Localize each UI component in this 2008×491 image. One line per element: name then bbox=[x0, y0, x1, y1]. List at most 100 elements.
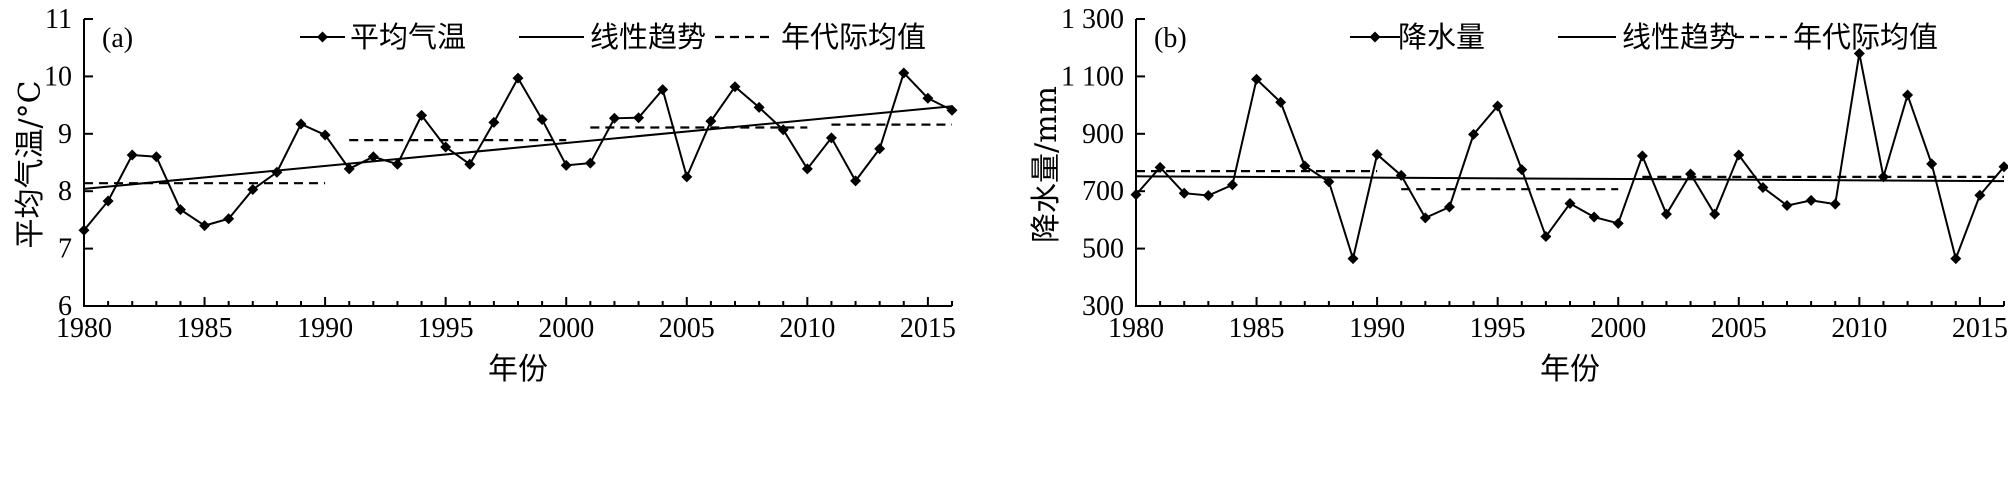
y-axis-title: 平均气温/°C bbox=[13, 80, 48, 248]
data-point bbox=[1685, 168, 1697, 180]
trend-line bbox=[1135, 175, 2005, 183]
data-point bbox=[753, 101, 765, 113]
data-point bbox=[1733, 149, 1745, 161]
data-point bbox=[271, 166, 283, 178]
series-line bbox=[83, 71, 953, 231]
data-point bbox=[199, 220, 211, 232]
data-point bbox=[1636, 150, 1648, 162]
data-point bbox=[1902, 89, 1914, 101]
data-point bbox=[440, 141, 452, 153]
legend-label: 降水量 bbox=[1398, 20, 1485, 54]
series-line bbox=[1135, 53, 2005, 263]
legend: 降水量 线性趋势 年代际均值 bbox=[1350, 20, 1938, 54]
data-point bbox=[1926, 158, 1938, 170]
data-point bbox=[1757, 181, 1769, 193]
data-point bbox=[464, 158, 476, 170]
data-point bbox=[223, 213, 235, 225]
data-point bbox=[705, 115, 717, 127]
axes bbox=[83, 19, 952, 307]
axes bbox=[1135, 19, 2004, 307]
x-tick-label: 1995 bbox=[418, 313, 474, 344]
data-point bbox=[319, 129, 331, 141]
data-point bbox=[633, 112, 645, 124]
y-tick-label: 300 bbox=[1082, 291, 1124, 322]
y-axis-title: 降水量/mm bbox=[1029, 86, 1064, 243]
x-tick-label: 2015 bbox=[1952, 313, 2008, 344]
data-point bbox=[1540, 231, 1552, 243]
data-point bbox=[1154, 161, 1166, 173]
x-tick-label: 1990 bbox=[297, 313, 353, 344]
legend-label: 年代际均值 bbox=[781, 20, 926, 54]
data-point bbox=[874, 143, 886, 155]
data-point bbox=[1612, 217, 1624, 229]
x-tick-label: 1980 bbox=[1108, 313, 1164, 344]
trend-line bbox=[83, 105, 953, 190]
data-point bbox=[1516, 164, 1528, 176]
x-tick-label: 2000 bbox=[1590, 313, 1646, 344]
data-point bbox=[898, 67, 910, 79]
y-tick-label: 1 300 bbox=[1061, 4, 1124, 35]
legend: 平均气温 线性趋势 年代际均值 bbox=[300, 20, 926, 54]
x-tick-label: 2010 bbox=[779, 313, 835, 344]
y-tick-label: 11 bbox=[45, 4, 72, 35]
x-tick-label: 2010 bbox=[1831, 313, 1887, 344]
data-point bbox=[1395, 169, 1407, 181]
data-point bbox=[367, 151, 379, 163]
legend-label: 线性趋势 bbox=[1622, 20, 1738, 54]
data-point bbox=[1347, 253, 1359, 265]
data-point bbox=[1419, 212, 1431, 224]
data-point bbox=[1492, 100, 1504, 112]
data-point bbox=[608, 112, 620, 124]
y-tick-label: 9 bbox=[58, 119, 72, 150]
legend-marker bbox=[1369, 31, 1381, 43]
chart-panel-a: 6 7 8 9 10 11 1980 1985 1990 1995 2000 2005 2010 2015… bbox=[13, 4, 958, 387]
x-tick-label: 1985 bbox=[177, 313, 233, 344]
data-point bbox=[488, 116, 500, 128]
data-point bbox=[657, 84, 669, 96]
data-point bbox=[825, 132, 837, 144]
data-point bbox=[1323, 176, 1335, 188]
data-point bbox=[1709, 208, 1721, 220]
x-tick-label: 1985 bbox=[1229, 313, 1285, 344]
data-point bbox=[729, 81, 741, 93]
data-point bbox=[1564, 198, 1576, 210]
x-tick-label: 2000 bbox=[538, 313, 594, 344]
data-point bbox=[1275, 96, 1287, 108]
data-point bbox=[1202, 190, 1214, 202]
y-tick-label: 6 bbox=[58, 291, 72, 322]
data-point bbox=[1371, 148, 1383, 160]
data-point bbox=[1998, 161, 2008, 173]
y-tick-label: 8 bbox=[58, 176, 72, 207]
x-tick-label: 2005 bbox=[659, 313, 715, 344]
data-point bbox=[681, 171, 693, 183]
data-point bbox=[1829, 198, 1841, 210]
data-point bbox=[584, 157, 596, 169]
y-tick-label: 900 bbox=[1082, 119, 1124, 150]
legend-label: 年代际均值 bbox=[1793, 20, 1938, 54]
legend-label: 线性趋势 bbox=[590, 20, 706, 54]
data-point bbox=[1178, 187, 1190, 199]
data-point bbox=[1781, 200, 1793, 212]
x-axis-title: 年份 bbox=[488, 352, 548, 387]
data-point bbox=[946, 104, 958, 116]
data-point bbox=[560, 159, 572, 171]
data-point bbox=[416, 109, 428, 121]
y-tick-label: 7 bbox=[58, 234, 72, 265]
data-point bbox=[1226, 179, 1238, 191]
data-point bbox=[295, 118, 307, 130]
data-point bbox=[78, 224, 90, 236]
data-point bbox=[1660, 208, 1672, 220]
data-point bbox=[1853, 47, 1865, 59]
data-point bbox=[247, 183, 259, 195]
x-tick-label: 1995 bbox=[1470, 313, 1526, 344]
data-point bbox=[922, 92, 934, 104]
data-point bbox=[1468, 128, 1480, 140]
x-tick-label: 1990 bbox=[1349, 313, 1405, 344]
data-point bbox=[391, 158, 403, 170]
x-tick-label: 1980 bbox=[56, 313, 112, 344]
data-point bbox=[1950, 253, 1962, 265]
panel-label: (a) bbox=[102, 23, 133, 54]
chart-panel-b: 300 500 700 900 1 100 1 300 1980 1985 1990 1995 20… bbox=[1029, 4, 2008, 387]
data-point bbox=[1130, 189, 1142, 201]
